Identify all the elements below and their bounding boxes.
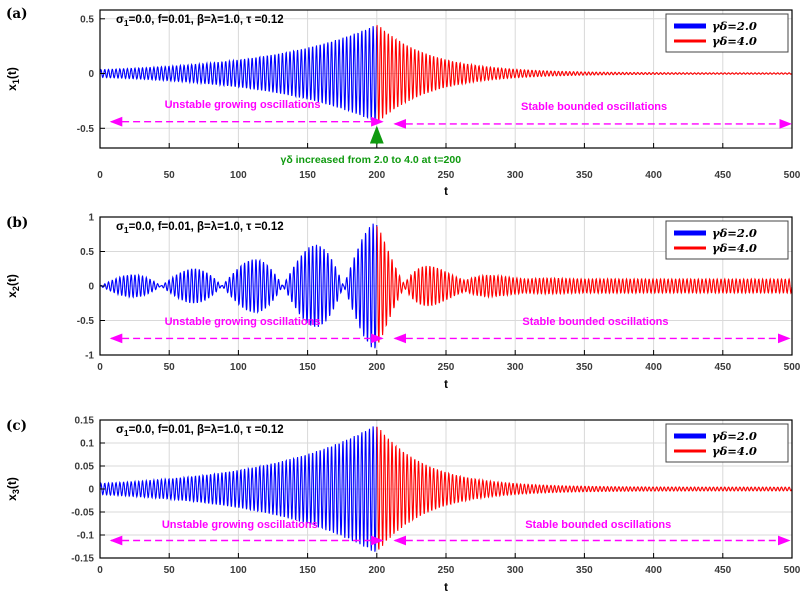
x-tick-label: 200: [368, 565, 385, 576]
panel-a-chart: 0 50 100 150 200 250 300 350 400 450 500 -0.5 0 0.5 t x…: [5, 6, 801, 198]
series-line-1: [376, 226, 792, 343]
x-tick-label: 400: [645, 565, 662, 576]
y-tick-label: 0.5: [80, 14, 94, 25]
panel-b-chart: 0 50 100 150 200 250 300 350 400 450 500 -1 -0.5 0 0.5…: [5, 213, 801, 392]
y-axis-label: x2(t): [5, 274, 21, 298]
panel-letter-label: (c): [6, 418, 27, 434]
x-tick-label: 100: [230, 565, 247, 576]
annotation-label-0: Unstable growing oscillations: [162, 519, 318, 531]
x-tick-label: 500: [784, 565, 801, 576]
legend-label-0: γδ=2.0: [712, 226, 757, 240]
y-tick-label: -0.15: [71, 554, 94, 565]
x-tick-label: 200: [368, 362, 385, 373]
panel-letter-label: (a): [6, 6, 28, 22]
y-tick-label: 1: [88, 213, 94, 224]
x-tick-label: 100: [230, 362, 247, 373]
legend-label-1: γδ=4.0: [712, 444, 757, 458]
series-line-0: [100, 426, 378, 552]
x-axis-label: t: [444, 582, 448, 594]
legend-label-0: γδ=2.0: [712, 429, 757, 443]
parameter-annotation: σ1=0.0, f=0.01, β=λ=1.0, τ =0.12: [116, 221, 284, 235]
x-tick-label: 50: [164, 362, 176, 373]
x-tick-label: 350: [576, 565, 593, 576]
x-tick-label: 350: [576, 362, 593, 373]
x-tick-label: 200: [368, 170, 385, 181]
x-tick-label: 300: [507, 362, 524, 373]
y-tick-label: 0.05: [75, 462, 95, 473]
legend-box: [665, 220, 789, 260]
y-tick-label: 0: [88, 485, 94, 496]
y-tick-label: 0.1: [80, 439, 94, 450]
legend-label-0: γδ=2.0: [712, 19, 757, 33]
x-tick-label: 500: [784, 362, 801, 373]
y-tick-label: 0: [88, 69, 94, 80]
x-tick-label: 0: [97, 565, 103, 576]
legend-box: [665, 13, 789, 53]
annotation-label-1: Stable bounded oscillations: [522, 316, 668, 328]
annotation-label-1: Stable bounded oscillations: [525, 519, 671, 531]
x-tick-label: 300: [507, 565, 524, 576]
y-axis-label: x3(t): [5, 477, 21, 501]
series-line-1: [376, 426, 792, 550]
y-tick-label: -1: [85, 351, 94, 362]
x-tick-label: 0: [97, 170, 103, 181]
y-tick-label: -0.05: [71, 508, 94, 519]
x-tick-label: 400: [645, 362, 662, 373]
legend-box: [665, 423, 789, 463]
series-line-0: [100, 26, 378, 122]
legend-label-1: γδ=4.0: [712, 241, 757, 255]
x-tick-label: 400: [645, 170, 662, 181]
y-tick-label: 0.15: [75, 416, 95, 427]
x-tick-label: 150: [299, 565, 316, 576]
x-tick-label: 100: [230, 170, 247, 181]
y-tick-label: -0.5: [77, 316, 95, 327]
x-tick-label: 0: [97, 362, 103, 373]
x-tick-label: 450: [714, 565, 731, 576]
x-tick-label: 50: [164, 565, 176, 576]
y-tick-label: -0.5: [77, 124, 95, 135]
x-axis-label: t: [444, 379, 448, 391]
annotation-label-0: Unstable growing oscillations: [165, 99, 321, 111]
x-tick-label: 500: [784, 170, 801, 181]
event-label: γδ increased from 2.0 to 4.0 at t=200: [281, 154, 462, 166]
parameter-annotation: σ1=0.0, f=0.01, β=λ=1.0, τ =0.12: [116, 424, 284, 438]
x-tick-label: 450: [714, 362, 731, 373]
x-tick-label: 250: [438, 362, 455, 373]
x-tick-label: 150: [299, 362, 316, 373]
annotation-label-0: Unstable growing oscillations: [165, 316, 321, 328]
y-axis-label: x1(t): [5, 67, 21, 91]
annotation-label-1: Stable bounded oscillations: [521, 101, 667, 113]
x-axis-label: t: [444, 186, 448, 198]
x-tick-label: 50: [164, 170, 176, 181]
panel-c-chart: 0 50 100 150 200 250 300 350 400 450 500 -0.15 -0.1 -…: [5, 416, 801, 595]
y-tick-label: 0.5: [80, 247, 94, 258]
x-tick-label: 450: [714, 170, 731, 181]
panel-letter-label: (b): [6, 215, 28, 231]
x-tick-label: 250: [438, 565, 455, 576]
series-line-0: [100, 223, 378, 349]
x-tick-label: 350: [576, 170, 593, 181]
parameter-annotation: σ1=0.0, f=0.01, β=λ=1.0, τ =0.12: [116, 14, 284, 28]
x-tick-label: 300: [507, 170, 524, 181]
legend-label-1: γδ=4.0: [712, 34, 757, 48]
series-line-1: [376, 24, 792, 121]
x-tick-label: 150: [299, 170, 316, 181]
x-tick-label: 250: [438, 170, 455, 181]
y-tick-label: 0: [88, 282, 94, 293]
y-tick-label: -0.1: [77, 531, 95, 542]
